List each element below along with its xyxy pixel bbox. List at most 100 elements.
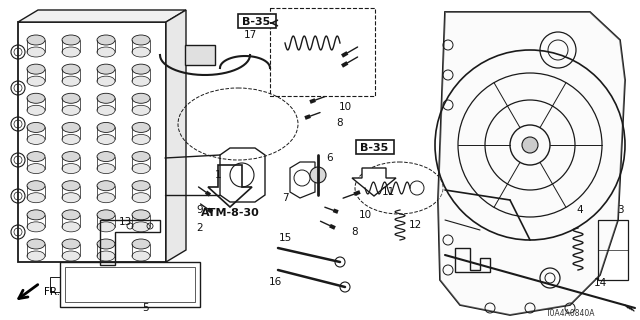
Ellipse shape [97,76,115,86]
Text: T0A4A0840A: T0A4A0840A [545,308,595,317]
Text: 4: 4 [577,205,583,215]
Ellipse shape [97,134,115,144]
Text: 11: 11 [381,187,395,197]
Text: FR.: FR. [44,287,60,297]
Text: ATM-8-30: ATM-8-30 [200,208,259,218]
Bar [65,267,195,302]
Ellipse shape [62,193,80,203]
Ellipse shape [132,134,150,144]
Text: 1: 1 [214,170,221,180]
Text: 16: 16 [268,277,282,287]
Ellipse shape [97,181,115,191]
Ellipse shape [97,193,115,203]
Bar [185,45,215,65]
Ellipse shape [132,239,150,249]
Ellipse shape [62,152,80,162]
Ellipse shape [62,181,80,191]
Text: 6: 6 [326,153,333,163]
Ellipse shape [27,210,45,220]
Ellipse shape [132,181,150,191]
Ellipse shape [27,123,45,132]
Text: 7: 7 [282,193,288,203]
Polygon shape [18,10,186,22]
Ellipse shape [132,35,150,45]
Ellipse shape [97,222,115,232]
Bar [18,22,166,262]
Ellipse shape [97,251,115,261]
Ellipse shape [27,164,45,173]
Ellipse shape [132,164,150,173]
Ellipse shape [132,64,150,74]
Ellipse shape [132,193,150,203]
Ellipse shape [97,35,115,45]
Text: 9: 9 [196,205,204,215]
Bar [356,140,394,154]
Ellipse shape [132,123,150,132]
Text: B-35: B-35 [242,17,270,27]
Ellipse shape [27,239,45,249]
Ellipse shape [62,93,80,103]
Ellipse shape [27,134,45,144]
Bar [270,8,375,96]
Ellipse shape [132,222,150,232]
Text: 10: 10 [339,102,351,112]
Text: 14: 14 [593,278,607,288]
Ellipse shape [97,93,115,103]
Ellipse shape [27,76,45,86]
Ellipse shape [97,47,115,57]
Polygon shape [438,12,625,315]
Ellipse shape [27,64,45,74]
Ellipse shape [97,105,115,115]
Text: 13: 13 [118,217,132,227]
Ellipse shape [62,210,80,220]
Polygon shape [352,168,396,196]
Text: 5: 5 [141,303,148,313]
Ellipse shape [62,164,80,173]
Bar [50,277,60,292]
Ellipse shape [27,152,45,162]
Ellipse shape [97,164,115,173]
Ellipse shape [132,152,150,162]
Ellipse shape [27,251,45,261]
Ellipse shape [27,35,45,45]
Ellipse shape [27,222,45,232]
Ellipse shape [62,105,80,115]
Ellipse shape [97,64,115,74]
Ellipse shape [97,152,115,162]
Text: 2: 2 [196,223,204,233]
Ellipse shape [97,210,115,220]
Text: 8: 8 [352,227,358,237]
Ellipse shape [27,193,45,203]
Ellipse shape [62,222,80,232]
Text: 12: 12 [408,220,422,230]
Ellipse shape [132,105,150,115]
Text: 15: 15 [278,233,292,243]
Ellipse shape [62,35,80,45]
Bar [238,14,276,28]
Ellipse shape [132,210,150,220]
Ellipse shape [97,123,115,132]
Ellipse shape [132,76,150,86]
Ellipse shape [27,181,45,191]
Bar [60,262,200,307]
Circle shape [522,137,538,153]
Ellipse shape [62,251,80,261]
Polygon shape [166,10,186,262]
Text: 10: 10 [358,210,372,220]
Ellipse shape [62,134,80,144]
Ellipse shape [62,47,80,57]
Ellipse shape [132,47,150,57]
Polygon shape [208,165,252,207]
Ellipse shape [62,123,80,132]
Text: 17: 17 [243,30,257,40]
Bar [598,220,628,280]
Text: B-35: B-35 [360,143,388,153]
Text: 8: 8 [337,118,343,128]
Ellipse shape [132,251,150,261]
Ellipse shape [62,239,80,249]
Circle shape [310,167,326,183]
Text: 3: 3 [617,205,623,215]
Ellipse shape [27,105,45,115]
Ellipse shape [62,76,80,86]
Ellipse shape [97,239,115,249]
